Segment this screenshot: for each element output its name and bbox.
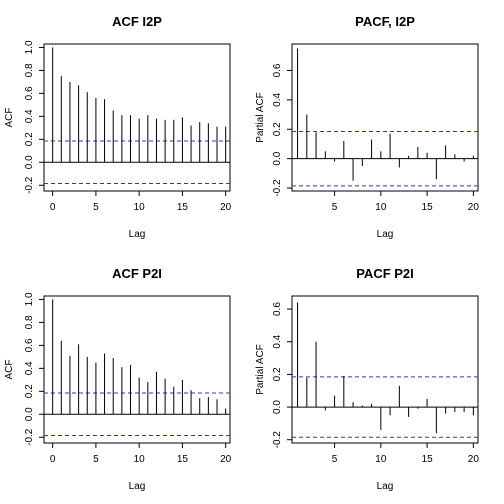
- x-tick-label: 20: [468, 454, 480, 465]
- x-axis-label: Lag: [129, 481, 146, 492]
- y-tick-label: 0.6: [272, 302, 283, 316]
- y-tick-label: 0.0: [24, 155, 35, 169]
- panels: ACF I2P Lag ACF 0 5 10 15 20 -0.2 0.0 0.2 0.4 0.6 0.8…: [4, 14, 479, 492]
- x-tick-label: 15: [177, 202, 189, 213]
- panel-4: PACF P2I Lag Partial ACF 5 10 15 20 -0.2 0.0 0.2 0…: [255, 266, 479, 492]
- y-tick-label: 0.0: [272, 151, 283, 165]
- x-tick-label: 5: [93, 202, 99, 213]
- x-tick-label: 15: [422, 202, 434, 213]
- plot-frame: [43, 295, 231, 444]
- y-tick-label: 0.4: [272, 92, 283, 106]
- panel-2: PACF, I2P Lag Partial ACF 5 10 15 20 -0.2 0.0 0.2…: [255, 14, 479, 240]
- y-tick-label: -0.2: [272, 179, 283, 197]
- y-tick-label: -0.2: [24, 176, 35, 194]
- panel-3: ACF P2I Lag ACF 0 5 10 15 20 -0.2 0.0 0.2 0.4 0.6 0.8…: [4, 266, 232, 492]
- x-tick-label: 15: [177, 454, 189, 465]
- plot-frame: [291, 295, 479, 444]
- plot-frame: [43, 43, 231, 192]
- x-tick-label: 20: [468, 202, 480, 213]
- x-axis-label: Lag: [377, 481, 394, 492]
- y-tick-label: 0.2: [24, 384, 35, 398]
- y-axis-label: Partial ACF: [255, 92, 266, 143]
- x-tick-label: 20: [220, 454, 232, 465]
- x-tick-label: 5: [332, 454, 338, 465]
- y-tick-label: 1.0: [24, 40, 35, 54]
- y-tick-label: 0.6: [24, 86, 35, 100]
- y-tick-label: 0.2: [272, 122, 283, 136]
- y-tick-label: 1.0: [24, 292, 35, 306]
- y-tick-label: 0.8: [24, 315, 35, 329]
- y-tick-label: 0.4: [24, 109, 35, 123]
- x-tick-label: 15: [422, 454, 434, 465]
- x-tick-label: 0: [50, 202, 56, 213]
- y-tick-label: 0.2: [24, 132, 35, 146]
- y-axis-label: ACF: [4, 360, 15, 380]
- plot-frame: [291, 43, 479, 192]
- panel-1: ACF I2P Lag ACF 0 5 10 15 20 -0.2 0.0 0.2 0.4 0.6 0.8…: [4, 14, 232, 240]
- x-tick-label: 10: [375, 454, 387, 465]
- x-axis-label: Lag: [377, 229, 394, 240]
- x-tick-label: 10: [134, 202, 146, 213]
- x-tick-label: 5: [93, 454, 99, 465]
- y-tick-label: 0.6: [24, 338, 35, 352]
- chart-title: PACF, I2P: [355, 14, 415, 29]
- chart-title: ACF I2P: [112, 14, 162, 29]
- y-tick-label: 0.4: [24, 361, 35, 375]
- y-tick-label: 0.8: [24, 63, 35, 77]
- y-tick-label: -0.2: [24, 428, 35, 446]
- x-axis-label: Lag: [129, 229, 146, 240]
- y-tick-label: 0.4: [272, 334, 283, 348]
- y-tick-label: 0.6: [272, 63, 283, 77]
- x-tick-label: 20: [220, 202, 232, 213]
- chart-title: ACF P2I: [112, 266, 162, 281]
- y-axis-label: ACF: [4, 108, 15, 128]
- y-tick-label: 0.2: [272, 367, 283, 381]
- chart-title: PACF P2I: [356, 266, 414, 281]
- y-tick-label: -0.2: [272, 431, 283, 449]
- y-axis-label: Partial ACF: [255, 344, 266, 395]
- x-tick-label: 10: [134, 454, 146, 465]
- x-tick-label: 5: [332, 202, 338, 213]
- y-tick-label: 0.0: [24, 407, 35, 421]
- x-tick-label: 10: [375, 202, 387, 213]
- x-tick-label: 0: [50, 454, 56, 465]
- y-tick-label: 0.0: [272, 400, 283, 414]
